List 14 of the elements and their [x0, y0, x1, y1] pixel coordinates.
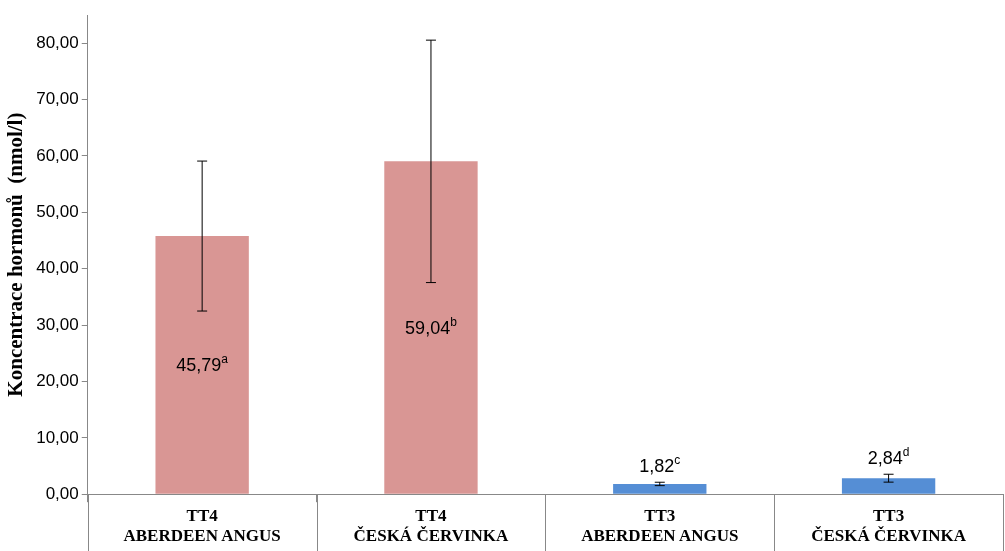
y-tick-label: 60,00	[36, 145, 79, 165]
y-tick-label: 80,00	[36, 32, 79, 52]
y-tick-label: 0,00	[45, 483, 79, 503]
y-tick-label: 70,00	[36, 89, 79, 109]
y-axis-title: Koncentrace hormonů (nmol/l)	[3, 112, 28, 397]
y-tick-label: 40,00	[36, 258, 79, 278]
x-tick-label: TT3 ČESKÁ ČERVINKA	[811, 505, 967, 546]
y-tick-label: 20,00	[36, 371, 79, 391]
y-tick-label: 50,00	[36, 202, 79, 222]
x-tick-label: TT4 ČESKÁ ČERVINKA	[353, 505, 510, 546]
x-tick-label: TT4 ABERDEEN ANGUS	[123, 505, 281, 546]
y-tick-label: 10,00	[36, 427, 79, 447]
x-tick-label: TT3 ABERDEEN ANGUS	[581, 505, 739, 546]
y-tick-label: 30,00	[36, 314, 79, 334]
